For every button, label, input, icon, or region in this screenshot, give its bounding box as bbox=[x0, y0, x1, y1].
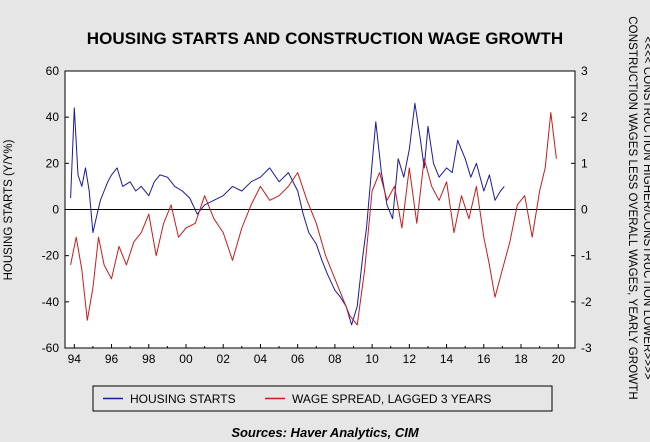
chart-title: HOUSING STARTS AND CONSTRUCTION WAGE GRO… bbox=[86, 29, 564, 48]
x-tick-label: 18 bbox=[514, 352, 528, 366]
x-tick-label: 20 bbox=[552, 352, 566, 366]
y-axis-label: HOUSING STARTS (Y/Y%) bbox=[3, 139, 15, 280]
left-tick-label: -40 bbox=[42, 295, 60, 309]
x-tick-label: 08 bbox=[328, 352, 342, 366]
series-line-housing-starts bbox=[70, 102, 505, 326]
x-tick-label: 16 bbox=[477, 352, 491, 366]
right-axis-label-2: <<<< CONSTRUCTION HIGHER/CONSTRUCTION LO… bbox=[641, 36, 650, 380]
x-tick-label: 96 bbox=[105, 352, 119, 366]
right-tick-label: 0 bbox=[581, 203, 588, 217]
left-tick-label: 40 bbox=[46, 110, 60, 124]
x-tick-label: 14 bbox=[440, 352, 454, 366]
x-tick-label: 06 bbox=[291, 352, 305, 366]
right-tick-label: -1 bbox=[581, 249, 592, 263]
right-tick-label: -3 bbox=[581, 341, 592, 355]
right-tick-label: -2 bbox=[581, 295, 592, 309]
left-axis: 60 40 20 0 -20 -40 -60 bbox=[42, 64, 69, 355]
right-tick-label: 2 bbox=[581, 110, 588, 124]
legend-box bbox=[92, 385, 553, 412]
left-tick-label: -20 bbox=[42, 249, 60, 263]
legend: HOUSING STARTS WAGE SPREAD, LAGGED 3 YEA… bbox=[92, 385, 553, 412]
x-axis: 94 96 98 00 02 04 06 08 10 12 14 16 18 20 bbox=[68, 344, 566, 366]
source-note: Sources: Haver Analytics, CIM bbox=[231, 425, 419, 440]
x-tick-label: 94 bbox=[68, 352, 82, 366]
x-tick-label: 10 bbox=[365, 352, 379, 366]
right-axis-label: CONSTRUCTION WAGES LESS OVERALL WAGES, Y… bbox=[626, 16, 638, 400]
x-tick-label: 12 bbox=[403, 352, 417, 366]
right-tick-label: 1 bbox=[581, 156, 588, 170]
series-line-wage-spread bbox=[70, 112, 557, 326]
right-tick-label: 3 bbox=[581, 64, 588, 78]
x-tick-label: 02 bbox=[217, 352, 231, 366]
x-tick-label: 00 bbox=[179, 352, 193, 366]
left-tick-label: -60 bbox=[42, 341, 60, 355]
legend-label-housing: HOUSING STARTS bbox=[130, 392, 236, 406]
legend-label-wage: WAGE SPREAD, LAGGED 3 YEARS bbox=[292, 392, 491, 406]
left-tick-label: 20 bbox=[46, 156, 60, 170]
left-tick-label: 0 bbox=[52, 203, 59, 217]
x-tick-label: 04 bbox=[254, 352, 268, 366]
series-group bbox=[70, 102, 557, 326]
right-axis: 3 2 1 0 -1 -2 -3 bbox=[571, 64, 592, 355]
left-tick-label: 60 bbox=[46, 64, 60, 78]
x-tick-label: 98 bbox=[142, 352, 156, 366]
